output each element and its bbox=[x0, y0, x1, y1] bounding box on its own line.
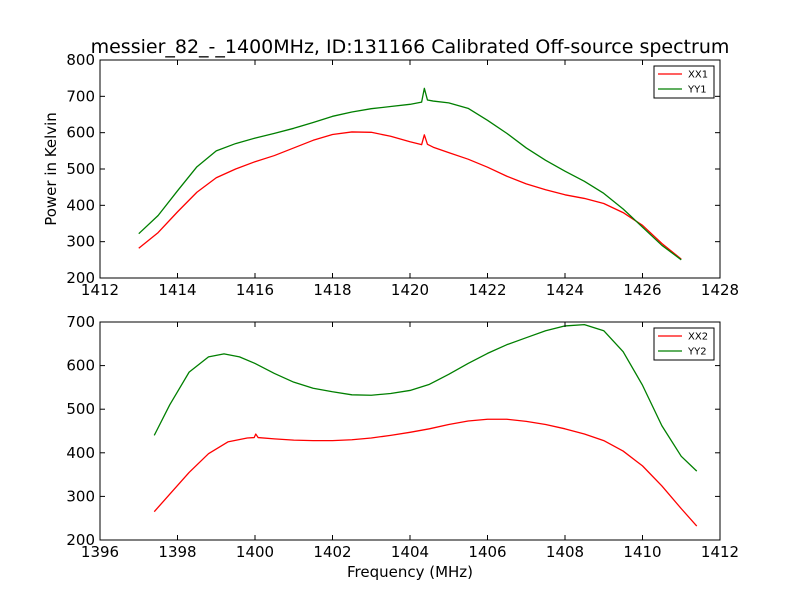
bottom-x-tick-label: 1398 bbox=[158, 543, 196, 561]
bottom-series-layer bbox=[153, 323, 698, 527]
top-legend-box bbox=[653, 65, 715, 99]
top-ticks: 1412 1414 1416 1418 1420 1422 1424 1426 1428 200 3… bbox=[66, 51, 739, 299]
bottom-x-tick-label: 1408 bbox=[546, 543, 584, 561]
series-line-yy1 bbox=[138, 87, 682, 261]
top-y-tick-label: 300 bbox=[66, 233, 95, 251]
bottom-x-tick-label: 1400 bbox=[236, 543, 274, 561]
top-y-tick-label: 700 bbox=[66, 87, 95, 105]
top-x-tick-label: 1420 bbox=[391, 281, 429, 299]
bottom-y-tick-label: 200 bbox=[66, 531, 95, 549]
top-y-tick-label: 600 bbox=[66, 124, 95, 142]
legend-label-xx2: XX2 bbox=[688, 332, 708, 343]
top-x-tick-label: 1424 bbox=[546, 281, 584, 299]
legend-label-yy2: YY2 bbox=[687, 347, 707, 358]
bottom-x-axis-label: Frequency (MHz) bbox=[347, 563, 473, 581]
series-line-xx2 bbox=[153, 418, 698, 527]
top-y-tick-label: 200 bbox=[66, 269, 95, 287]
top-panel: 1412 1414 1416 1418 1420 1422 1424 1426 1428 200 3… bbox=[42, 51, 739, 299]
top-x-tick-label: 1428 bbox=[701, 281, 739, 299]
top-y-tick-label: 500 bbox=[66, 160, 95, 178]
bottom-y-tick-label: 400 bbox=[66, 444, 95, 462]
top-x-tick-label: 1418 bbox=[313, 281, 351, 299]
bottom-y-tick-label: 700 bbox=[66, 313, 95, 331]
legend-label-yy1: YY1 bbox=[687, 85, 707, 96]
top-x-tick-label: 1414 bbox=[158, 281, 196, 299]
bottom-x-tick-label: 1402 bbox=[313, 543, 351, 561]
bottom-x-tick-label: 1406 bbox=[468, 543, 506, 561]
bottom-y-tick-label: 500 bbox=[66, 400, 95, 418]
bottom-y-tick-label: 600 bbox=[66, 357, 95, 375]
bottom-plot-frame bbox=[99, 321, 721, 541]
series-line-xx1 bbox=[138, 131, 682, 260]
bottom-x-tick-label: 1404 bbox=[391, 543, 429, 561]
bottom-x-tick-label: 1396 bbox=[81, 543, 119, 561]
top-x-tick-label: 1422 bbox=[468, 281, 506, 299]
bottom-y-tick-label: 300 bbox=[66, 487, 95, 505]
top-x-tick-label: 1426 bbox=[623, 281, 661, 299]
bottom-legend-box bbox=[653, 327, 715, 361]
series-line-yy2 bbox=[153, 323, 698, 472]
top-y-axis-label: Power in Kelvin bbox=[42, 112, 60, 226]
top-series-layer bbox=[138, 87, 682, 261]
top-y-tick-label: 800 bbox=[66, 51, 95, 69]
bottom-x-tick-label: 1412 bbox=[701, 543, 739, 561]
bottom-legend: XX2 YY2 bbox=[653, 327, 715, 361]
top-legend: XX1 YY1 bbox=[653, 65, 715, 99]
bottom-x-tick-label: 1410 bbox=[623, 543, 661, 561]
top-y-tick-label: 400 bbox=[66, 196, 95, 214]
top-plot-frame bbox=[99, 59, 721, 279]
chart-title: messier_82_-_1400MHz, ID:131166 Calibrat… bbox=[91, 36, 730, 58]
top-x-tick-label: 1412 bbox=[81, 281, 119, 299]
bottom-panel: 1396 1398 1400 1402 1404 1406 1408 1410 1412 200 3… bbox=[66, 313, 739, 581]
bottom-ticks: 1396 1398 1400 1402 1404 1406 1408 1410 1412 200 3… bbox=[66, 313, 739, 561]
top-x-tick-label: 1416 bbox=[236, 281, 274, 299]
legend-label-xx1: XX1 bbox=[688, 70, 708, 81]
